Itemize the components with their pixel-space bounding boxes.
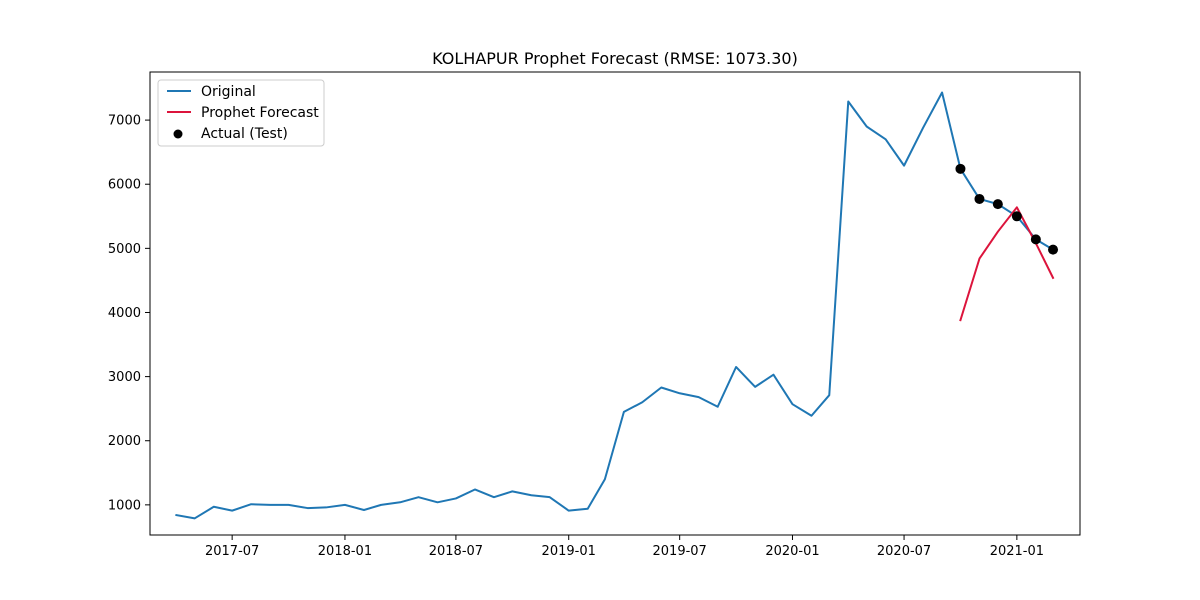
y-tick-label: 4000 [108,306,141,321]
x-tick-label: 2019-01 [542,544,596,559]
series-line-prophet-forecast [959,206,1055,322]
chart-title: KOLHAPUR Prophet Forecast (RMSE: 1073.30… [432,49,798,68]
x-tick-label: 2019-07 [653,544,707,559]
legend-swatch [173,129,183,139]
axes-frame [149,71,1081,536]
legend-label: Prophet Forecast [201,105,319,121]
data-point-actual-test [1011,211,1022,222]
x-tick-label: 2018-01 [318,544,372,559]
data-point-actual-test [955,163,966,174]
data-point-actual-test [974,193,985,204]
x-tick-label: 2018-07 [429,544,483,559]
data-point-actual-test [1030,234,1041,245]
y-tick-label: 3000 [108,370,141,385]
legend-label: Actual (Test) [201,126,288,142]
x-tick-label: 2017-07 [205,544,259,559]
legend: Original Prophet Forecast Actual (Test) [157,79,325,147]
legend-box [157,79,325,147]
y-tick-label: 6000 [108,178,141,193]
plot-area [175,91,1059,520]
x-tick-label: 2020-07 [877,544,931,559]
data-point-actual-test [992,199,1003,210]
y-tick-label: 5000 [108,242,141,257]
axes: 1000 2000 3000 4000 5000 6000 7000 2017-07 2018-… [108,71,1081,559]
y-tick-label: 2000 [108,434,141,449]
data-point-actual-test [1048,244,1059,255]
y-tick-label: 1000 [108,498,141,513]
y-tick-label: 7000 [108,114,141,129]
x-tick-label: 2020-01 [765,544,819,559]
series-line-original [175,91,1055,520]
legend-label: Original [201,84,256,100]
x-tick-label: 2021-01 [990,544,1044,559]
